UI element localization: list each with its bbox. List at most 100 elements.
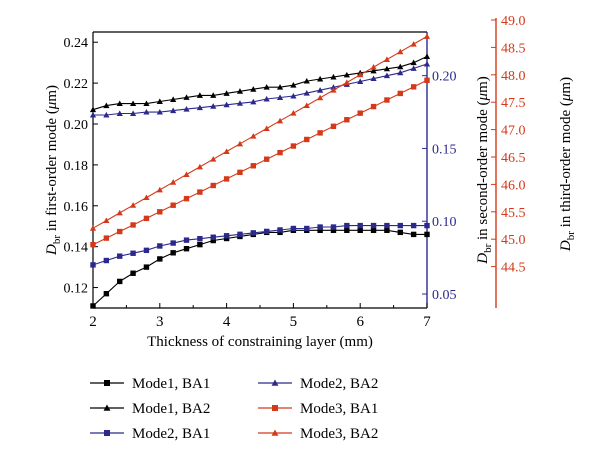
data-point [89, 225, 97, 231]
data-point [424, 231, 430, 238]
left-tick-label: 0.16 [64, 200, 89, 215]
data-point [317, 87, 324, 93]
x-tick-label: 6 [356, 314, 364, 330]
data-point [410, 222, 417, 229]
right2-tick-label: 46.0 [501, 178, 526, 193]
data-point [304, 136, 310, 143]
data-point [330, 87, 337, 93]
right2-tick-label: 47.5 [501, 96, 526, 111]
data-point [384, 222, 390, 229]
data-point [129, 110, 137, 116]
data-point [183, 237, 190, 243]
right2-tick-label: 46.5 [501, 151, 526, 166]
data-point [250, 230, 257, 236]
data-point [423, 60, 431, 67]
left-tick-label: 0.22 [64, 77, 89, 92]
data-point [117, 278, 123, 285]
data-point [263, 156, 270, 162]
data-point [263, 228, 270, 235]
data-point [277, 149, 283, 156]
data-point [143, 194, 150, 201]
data-point [263, 95, 270, 102]
legend-label: Mode1, BA2 [132, 401, 210, 417]
right2-tick-label: 49.0 [501, 14, 526, 29]
data-point [129, 202, 137, 208]
data-point [370, 67, 377, 74]
data-point [344, 227, 350, 234]
data-point [357, 227, 363, 234]
data-point [384, 97, 390, 103]
data-point [170, 202, 176, 208]
data-point [423, 53, 431, 60]
data-point [103, 217, 110, 224]
data-point [236, 88, 244, 94]
left-tick-label: 0.20 [64, 118, 89, 133]
data-point [250, 163, 257, 169]
right1-tick-label: 0.20 [432, 70, 457, 85]
data-point [276, 117, 284, 124]
data-point [317, 94, 324, 101]
series-line [92, 56, 428, 111]
data-point [157, 256, 163, 262]
data-point [424, 77, 430, 83]
data-point [357, 71, 364, 78]
data-point [143, 100, 150, 107]
data-point [130, 250, 136, 256]
legend-item: Mode3, BA1 [258, 401, 378, 417]
data-point [210, 156, 217, 162]
left-tick-label: 0.18 [64, 159, 89, 174]
data-point [410, 84, 417, 90]
data-point [383, 56, 391, 62]
legend-marker [104, 430, 110, 436]
right2-axis-label: Dbr in third-order mode (μm) [558, 77, 577, 252]
series-4 [90, 77, 430, 248]
series-line [93, 63, 428, 116]
data-point [210, 103, 217, 109]
data-point [89, 106, 97, 113]
series-0 [90, 227, 430, 309]
right1-axis-label: Dbr in second-order mode (μm) [475, 76, 494, 265]
series-line [92, 79, 428, 246]
data-point [397, 229, 403, 236]
data-point [223, 90, 230, 96]
data-point [197, 241, 203, 248]
left-tick-label: 0.14 [64, 241, 89, 256]
data-point [397, 48, 404, 55]
data-point [170, 107, 177, 114]
data-point [143, 264, 150, 270]
data-point [129, 100, 137, 107]
legend-item: Mode3, BA2 [258, 426, 378, 442]
legend-marker [103, 404, 111, 411]
right2-tick-label: 47.0 [501, 124, 526, 139]
data-point [170, 240, 176, 246]
legend-marker [271, 429, 279, 436]
data-point [330, 123, 337, 130]
data-point [290, 225, 297, 232]
legend-label: Mode3, BA2 [300, 426, 378, 442]
right1-tick-label: 0.05 [432, 288, 457, 303]
data-point [210, 234, 216, 240]
data-point [237, 231, 243, 238]
x-tick-label: 2 [89, 314, 97, 330]
data-point [250, 98, 257, 105]
data-point [143, 215, 150, 222]
data-point [357, 222, 363, 229]
data-point [410, 59, 417, 66]
data-point [116, 209, 123, 216]
legend: Mode1, BA1 Mode1, BA2 Mode2, BA1 Mode2, BA2… [90, 376, 378, 442]
data-point [183, 195, 190, 202]
data-point [410, 231, 417, 238]
data-point [210, 92, 217, 98]
data-point [370, 222, 377, 229]
x-tick-label: 3 [156, 314, 164, 330]
data-point [223, 101, 230, 108]
data-point [170, 179, 177, 185]
data-point [210, 182, 216, 189]
data-point [330, 227, 337, 234]
data-point [103, 111, 110, 118]
data-point [223, 148, 230, 155]
data-point [130, 270, 136, 276]
series-line [92, 229, 427, 307]
data-point [317, 130, 323, 136]
data-point [210, 237, 216, 244]
